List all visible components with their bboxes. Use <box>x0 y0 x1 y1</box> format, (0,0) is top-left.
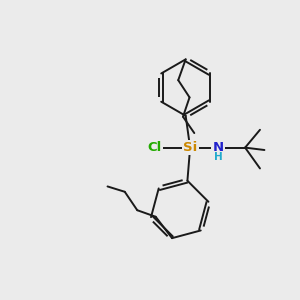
Text: Cl: Cl <box>147 141 162 154</box>
Text: H: H <box>214 152 223 162</box>
Text: N: N <box>213 141 224 154</box>
Text: Si: Si <box>183 141 197 154</box>
